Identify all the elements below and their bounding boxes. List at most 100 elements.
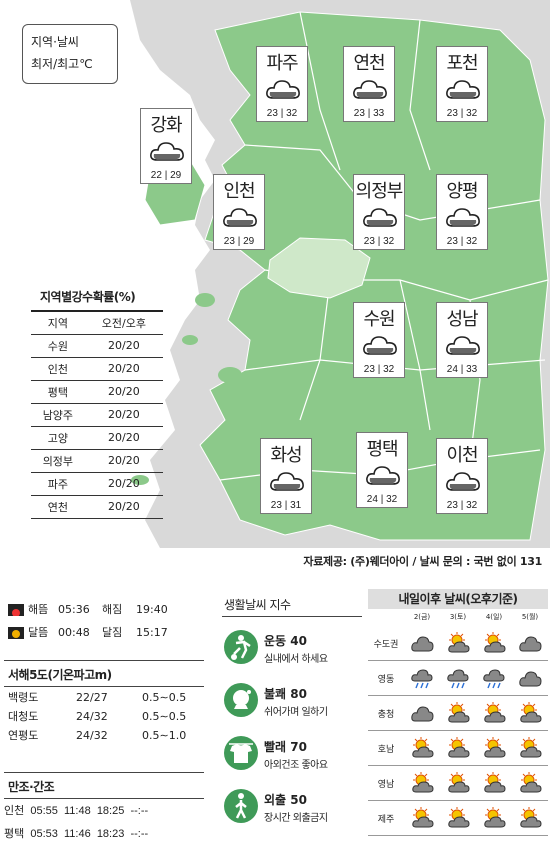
tide-row: 인천 05:55 11:48 18:25 --:-- xyxy=(4,805,149,817)
city-name: 연천 xyxy=(353,53,385,74)
laundry-icon xyxy=(224,736,258,770)
forecast-region: 충청 xyxy=(377,709,395,720)
city-temp: 23 | 32 xyxy=(446,108,478,119)
precip-value: 20/20 xyxy=(84,495,163,519)
city-name: 이천 xyxy=(446,445,478,466)
forecast-region: 영동 xyxy=(377,674,395,685)
forecast-row: 수도권 xyxy=(368,626,548,661)
data-source: 자료제공: (주)웨더아이 / 날씨 문의 : 국번 없이 131 xyxy=(303,555,542,568)
sunset-label: 해짐 xyxy=(102,603,123,616)
cloud-icon xyxy=(266,80,300,99)
city-name: 인천 xyxy=(223,181,255,202)
cloud-icon xyxy=(363,336,397,355)
partly-cloudy-icon xyxy=(412,737,434,758)
forecast-cell xyxy=(440,702,476,724)
sea-row: 연평도 24/32 0.5∼1.0 xyxy=(8,726,208,745)
precip-region: 의정부 xyxy=(31,449,85,473)
partly-cloudy-icon xyxy=(484,702,506,723)
forecast-cell xyxy=(440,632,476,654)
divider xyxy=(222,616,362,617)
city-temp: 24 | 32 xyxy=(366,494,398,505)
forecast-title: 내일이후 날씨(오후기준) xyxy=(368,589,548,609)
city-temp-low: 23 xyxy=(446,108,458,119)
sun-moon-times: 해뜸 05:36 해짐 19:40 달뜸 00:48 달짐 15:17 xyxy=(8,598,208,644)
city-name: 강화 xyxy=(150,115,182,136)
forecast-row: 영동 xyxy=(368,661,548,696)
partly-cloudy-icon xyxy=(484,772,506,793)
life-index-name: 운동 40 xyxy=(264,634,307,648)
discomfort-icon xyxy=(224,683,258,717)
forecast-cell xyxy=(512,632,548,654)
forecast-day: 3(토) xyxy=(449,613,467,621)
partly-cloudy-icon xyxy=(448,807,470,828)
sea-place: 대청도 xyxy=(8,710,39,723)
forecast-cell xyxy=(440,737,476,759)
table-row: 남양주 20/20 xyxy=(31,403,163,427)
precip-region: 파주 xyxy=(31,472,85,496)
city-name: 화성 xyxy=(270,445,302,466)
forecast-region: 호남 xyxy=(377,744,395,755)
city-card: 강화 22 | 29 xyxy=(140,108,192,184)
partly-cloudy-icon xyxy=(484,737,506,758)
map-legend: 지역·날씨 최저/최고℃ xyxy=(22,24,118,84)
city-temp-high: 32 xyxy=(466,108,478,119)
table-row: 연천 20/20 xyxy=(31,495,163,519)
city-card: 수원 23 | 32 xyxy=(353,302,405,378)
city-card: 인천 23 | 29 xyxy=(213,174,265,250)
sea-wave: 0.5∼0.5 xyxy=(142,691,187,704)
cloud-icon xyxy=(411,706,434,722)
precip-region: 인천 xyxy=(31,357,85,381)
rain-icon xyxy=(483,669,505,689)
sea-title: 서해5도(기온파고m) xyxy=(8,668,112,682)
city-card: 평택 24 | 32 xyxy=(356,432,408,508)
city-temp-high: 29 xyxy=(170,170,182,181)
table-row: 고양 20/20 xyxy=(31,426,163,450)
city-name: 평택 xyxy=(366,439,398,460)
table-row: 평택 20/20 xyxy=(31,380,163,404)
forecast-row: 충청 xyxy=(368,696,548,731)
island-2 xyxy=(182,335,198,345)
sea-wave: 0.5∼0.5 xyxy=(142,710,187,723)
table-row: 인천 20/20 xyxy=(31,357,163,381)
moonset-label: 달짐 xyxy=(102,626,123,639)
cloud-icon xyxy=(363,208,397,227)
city-temp-low: 24 xyxy=(446,364,458,375)
forecast-cell xyxy=(476,807,512,829)
life-index-desc: 실내에서 하세요 xyxy=(264,654,328,665)
sea-temp: 22/27 xyxy=(76,691,108,704)
life-index-name: 외출 50 xyxy=(264,793,307,807)
precip-value: 20/20 xyxy=(84,334,163,358)
sea-row: 백령도 22/27 0.5∼0.5 xyxy=(8,688,208,707)
moon-row: 달뜸 00:48 달짐 15:17 xyxy=(8,621,208,644)
precip-value: 20/20 xyxy=(84,472,163,496)
forecast-cell xyxy=(476,702,512,724)
partly-cloudy-icon xyxy=(448,737,470,758)
city-temp-high: 32 xyxy=(466,236,478,247)
sun-row: 해뜸 05:36 해짐 19:40 xyxy=(8,598,208,621)
precip-table: 지역 오전/오후 수원 20/20 인천 20/20 평택 20/20 남양주 20/20 고양… xyxy=(31,310,163,519)
city-temp-low: 23 xyxy=(446,500,458,511)
partly-cloudy-icon xyxy=(448,632,470,653)
gyeonggi-map xyxy=(130,0,550,548)
cloud-icon xyxy=(446,472,480,491)
life-index-desc: 장시간 외출금지 xyxy=(264,813,328,824)
forecast-cell xyxy=(476,737,512,759)
city-name: 수원 xyxy=(363,309,395,330)
city-temp: 23 | 32 xyxy=(363,364,395,375)
city-temp-low: 23 xyxy=(223,236,235,247)
city-temp-high: 32 xyxy=(383,236,395,247)
precip-header-value: 오전/오후 xyxy=(84,310,163,335)
forecast-region: 제주 xyxy=(377,814,395,825)
city-card: 파주 23 | 32 xyxy=(256,46,308,122)
city-temp-low: 23 xyxy=(363,364,375,375)
city-temp-high: 32 xyxy=(386,494,398,505)
city-name: 파주 xyxy=(266,53,298,74)
forecast-cell xyxy=(512,772,548,794)
cloud-icon xyxy=(446,208,480,227)
forecast-day: 5(월) xyxy=(521,613,539,621)
city-card: 성남 24 | 33 xyxy=(436,302,488,378)
forecast-cell xyxy=(404,807,440,829)
city-temp-low: 24 xyxy=(366,494,378,505)
forecast-row: 영남 xyxy=(368,766,548,801)
cloud-icon xyxy=(366,466,400,485)
